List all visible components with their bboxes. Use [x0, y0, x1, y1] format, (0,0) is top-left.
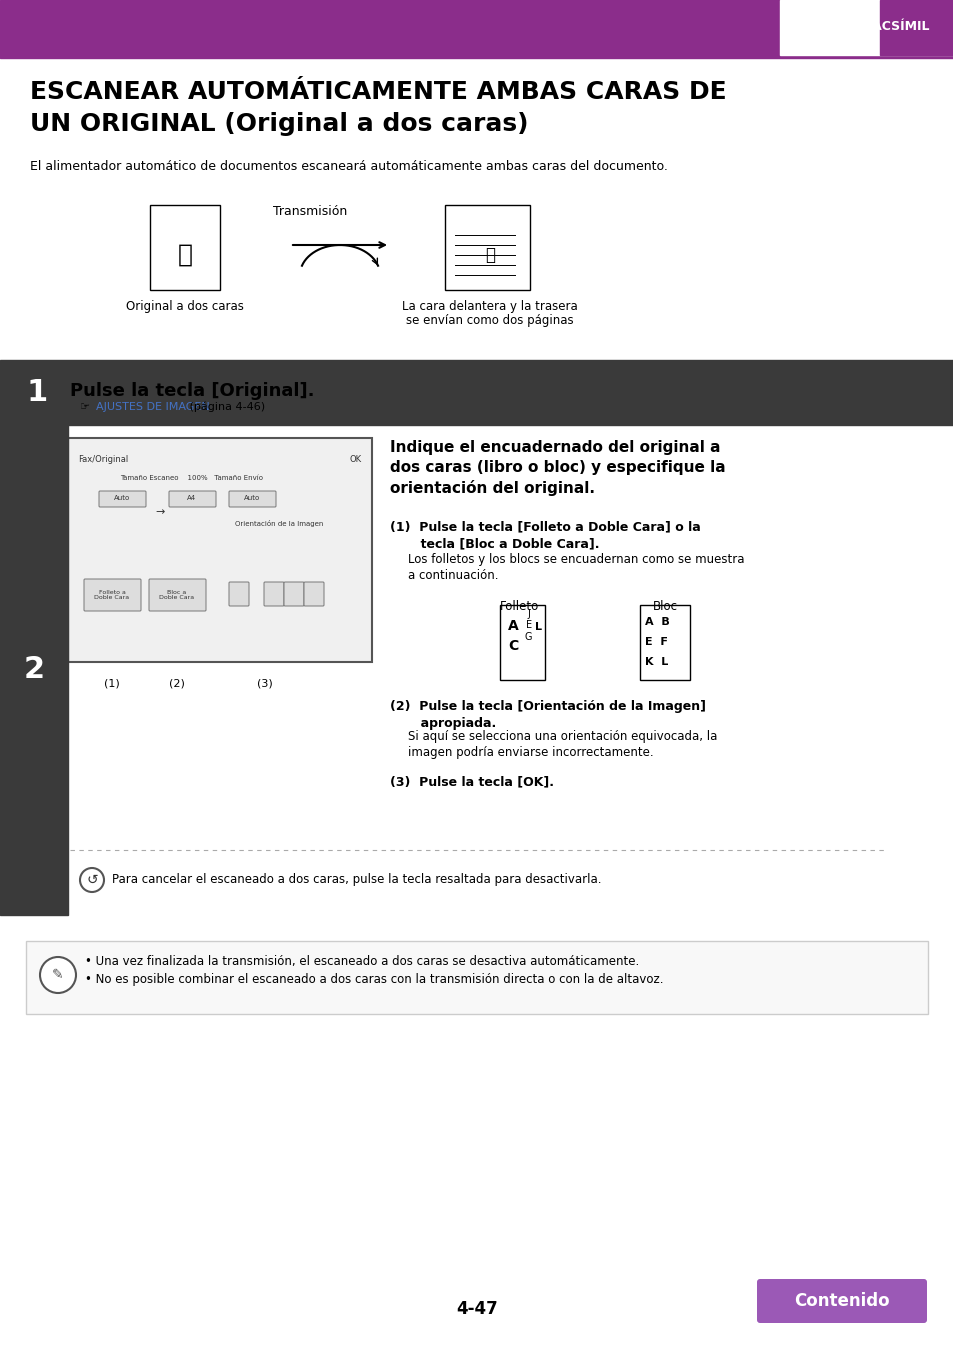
Text: Fax/Original: Fax/Original — [78, 455, 128, 464]
Text: OK: OK — [350, 455, 362, 464]
Text: • No es posible combinar el escaneado a dos caras con la transmisión directa o c: • No es posible combinar el escaneado a … — [85, 973, 662, 985]
FancyBboxPatch shape — [264, 582, 284, 606]
FancyBboxPatch shape — [284, 582, 304, 606]
Text: →: → — [155, 508, 165, 517]
Text: Orientación de la Imagen: Orientación de la Imagen — [234, 520, 323, 526]
Text: Auto: Auto — [113, 495, 130, 501]
FancyBboxPatch shape — [639, 605, 689, 680]
Text: 2: 2 — [24, 656, 45, 684]
Text: Contenido: Contenido — [793, 1292, 889, 1310]
Bar — [0, 425, 68, 915]
FancyBboxPatch shape — [68, 437, 372, 662]
Text: (2)  Pulse la tecla [Orientación de la Imagen]
       apropiada.: (2) Pulse la tecla [Orientación de la Im… — [390, 701, 705, 730]
Text: Transmisión: Transmisión — [273, 205, 347, 217]
Text: Pulse la tecla [Original].: Pulse la tecla [Original]. — [70, 382, 314, 400]
Text: ESCANEAR AUTOMÁTICAMENTE AMBAS CARAS DE: ESCANEAR AUTOMÁTICAMENTE AMBAS CARAS DE — [30, 80, 726, 104]
Text: 4-47: 4-47 — [456, 1300, 497, 1318]
Bar — [0, 360, 953, 425]
Text: ↺: ↺ — [86, 873, 98, 887]
Text: ☞: ☞ — [80, 402, 93, 412]
FancyBboxPatch shape — [99, 491, 146, 508]
Text: FACSÍMIL: FACSÍMIL — [864, 20, 929, 34]
FancyBboxPatch shape — [150, 205, 220, 290]
Text: Original a dos caras: Original a dos caras — [126, 300, 244, 313]
Text: K  L: K L — [644, 657, 667, 667]
Text: C: C — [507, 639, 517, 653]
Text: (1): (1) — [104, 678, 120, 688]
Text: UN ORIGINAL (Original a dos caras): UN ORIGINAL (Original a dos caras) — [30, 112, 528, 136]
Text: A  B: A B — [644, 617, 669, 626]
FancyBboxPatch shape — [444, 205, 530, 290]
Text: E  F: E F — [644, 637, 667, 647]
Text: (3)  Pulse la tecla [OK].: (3) Pulse la tecla [OK]. — [390, 775, 554, 788]
Circle shape — [80, 868, 104, 892]
Text: Folleto a
Doble Cara: Folleto a Doble Cara — [94, 590, 130, 601]
FancyBboxPatch shape — [169, 491, 215, 508]
Text: 🌳: 🌳 — [177, 243, 193, 267]
Circle shape — [40, 957, 76, 994]
FancyBboxPatch shape — [304, 582, 324, 606]
Text: (3): (3) — [257, 678, 273, 688]
Bar — [879, 0, 953, 55]
Text: AJUSTES DE IMAGEN: AJUSTES DE IMAGEN — [96, 402, 210, 412]
Text: (2): (2) — [169, 678, 185, 688]
FancyBboxPatch shape — [26, 941, 927, 1014]
Text: Tamaño Escaneo    100%   Tamaño Envío: Tamaño Escaneo 100% Tamaño Envío — [120, 475, 263, 481]
Text: J
E
G: J E G — [524, 609, 532, 643]
Text: Indique el encuadernado del original a
dos caras (libro o bloc) y especifique la: Indique el encuadernado del original a d… — [390, 440, 725, 495]
FancyBboxPatch shape — [757, 1278, 926, 1323]
Text: (página 4-46): (página 4-46) — [186, 402, 265, 413]
FancyBboxPatch shape — [229, 491, 275, 508]
Bar — [0, 54, 953, 58]
FancyBboxPatch shape — [149, 579, 206, 612]
Text: El alimentador automático de documentos escaneará automáticamente ambas caras de: El alimentador automático de documentos … — [30, 161, 667, 173]
Text: Bloc a
Doble Cara: Bloc a Doble Cara — [159, 590, 194, 601]
Text: Si aquí se selecciona una orientación equivocada, la
imagen podría enviarse inco: Si aquí se selecciona una orientación eq… — [408, 730, 717, 759]
FancyBboxPatch shape — [84, 579, 141, 612]
Bar — [780, 0, 953, 55]
Text: (1)  Pulse la tecla [Folleto a Doble Cara] o la
       tecla [Bloc a Doble Cara]: (1) Pulse la tecla [Folleto a Doble Cara… — [390, 520, 700, 549]
Text: • Una vez finalizada la transmisión, el escaneado a dos caras se desactiva autom: • Una vez finalizada la transmisión, el … — [85, 954, 639, 968]
FancyBboxPatch shape — [229, 582, 249, 606]
Text: Para cancelar el escaneado a dos caras, pulse la tecla resaltada para desactivar: Para cancelar el escaneado a dos caras, … — [112, 873, 601, 886]
Text: Folleto: Folleto — [500, 599, 539, 613]
Bar — [0, 0, 953, 55]
Text: Auto: Auto — [244, 495, 260, 501]
FancyBboxPatch shape — [499, 605, 544, 680]
Text: A: A — [507, 620, 518, 633]
Text: A4: A4 — [187, 495, 196, 501]
Text: se envían como dos páginas: se envían como dos páginas — [406, 315, 573, 327]
Text: La cara delantera y la trasera: La cara delantera y la trasera — [402, 300, 578, 313]
Text: Bloc: Bloc — [652, 599, 677, 613]
Text: 1: 1 — [27, 378, 48, 406]
Text: Los folletos y los blocs se encuadernan como se muestra
a continuación.: Los folletos y los blocs se encuadernan … — [408, 554, 743, 582]
Text: L: L — [535, 622, 541, 632]
Text: ✎: ✎ — [52, 968, 64, 981]
Text: 🌳: 🌳 — [484, 246, 495, 265]
